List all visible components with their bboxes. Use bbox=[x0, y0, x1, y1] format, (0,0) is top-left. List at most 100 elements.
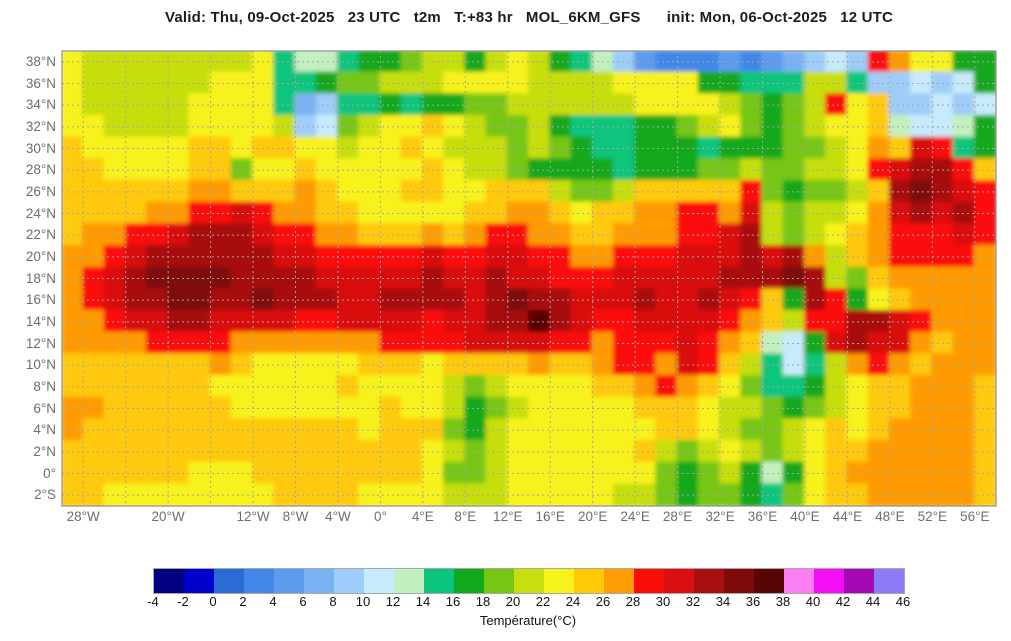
raster-cell bbox=[209, 483, 233, 506]
lat-tick-label: 12°N bbox=[25, 335, 56, 351]
raster-cell bbox=[634, 266, 658, 291]
raster-cell bbox=[719, 288, 743, 312]
lon-tick-label: 40°E bbox=[790, 509, 820, 524]
raster-cell bbox=[464, 93, 488, 117]
raster-cell bbox=[379, 245, 403, 269]
raster-cell bbox=[740, 288, 764, 312]
colorbar-tick-label: 44 bbox=[865, 594, 881, 609]
raster-cell bbox=[973, 331, 996, 356]
raster-cell bbox=[337, 483, 361, 506]
raster-cell bbox=[612, 158, 637, 182]
raster-cell bbox=[294, 93, 318, 117]
raster-cell bbox=[124, 375, 148, 399]
raster-cell bbox=[209, 375, 233, 399]
lat-tick-label: 0° bbox=[43, 465, 56, 481]
colorbar-tick-label: 10 bbox=[355, 594, 371, 609]
raster-cell bbox=[634, 440, 658, 464]
raster-cell bbox=[910, 245, 934, 269]
map-gridlines bbox=[62, 51, 996, 506]
raster-cell bbox=[782, 223, 806, 247]
colorbar-cell bbox=[154, 569, 184, 593]
raster-cell bbox=[740, 483, 764, 506]
lon-tick-label: 12°W bbox=[236, 509, 270, 524]
raster-cell bbox=[825, 180, 849, 204]
raster-cell bbox=[294, 223, 318, 247]
raster-cell bbox=[888, 310, 913, 334]
raster-cell bbox=[782, 201, 806, 226]
raster-cell bbox=[379, 115, 403, 139]
raster-cell bbox=[570, 483, 594, 506]
colorbar-cell bbox=[304, 569, 334, 593]
raster-cell bbox=[188, 310, 212, 334]
raster-cell bbox=[867, 461, 891, 486]
raster-cell bbox=[209, 51, 233, 74]
raster-cell bbox=[209, 201, 233, 226]
raster-cell bbox=[549, 245, 573, 269]
raster-cell bbox=[528, 461, 552, 486]
raster-cell bbox=[612, 245, 637, 269]
raster-cell bbox=[634, 310, 658, 334]
raster-cell bbox=[782, 180, 806, 204]
raster-cell bbox=[697, 483, 721, 506]
colorbar-tick-label: 14 bbox=[415, 594, 431, 609]
raster-cell bbox=[973, 136, 996, 161]
raster-cell bbox=[612, 375, 637, 399]
raster-cell bbox=[634, 223, 658, 247]
raster-cell bbox=[443, 93, 467, 117]
raster-cell bbox=[804, 288, 828, 312]
raster-cell bbox=[804, 375, 828, 399]
raster-cell bbox=[952, 396, 976, 421]
raster-cell bbox=[294, 396, 318, 421]
raster-cell bbox=[358, 396, 382, 421]
raster-cell bbox=[952, 375, 976, 399]
raster-cell bbox=[931, 51, 955, 74]
raster-cell bbox=[740, 310, 764, 334]
raster-cell bbox=[103, 51, 127, 74]
raster-cell bbox=[443, 331, 467, 356]
raster-cell bbox=[103, 461, 127, 486]
colorbar-cell bbox=[874, 569, 904, 593]
raster-cell bbox=[867, 201, 891, 226]
raster-cell bbox=[740, 396, 764, 421]
lon-tick-label: 8°E bbox=[454, 509, 477, 524]
raster-cell bbox=[888, 93, 913, 117]
raster-cell bbox=[634, 51, 658, 74]
lon-tick-label: 0° bbox=[373, 509, 387, 524]
raster-cell bbox=[634, 375, 658, 399]
raster-cell bbox=[549, 180, 573, 204]
raster-cell bbox=[825, 375, 849, 399]
raster-cell bbox=[825, 266, 849, 291]
raster-cell bbox=[825, 115, 849, 139]
raster-cell bbox=[804, 71, 828, 96]
raster-cell bbox=[719, 71, 743, 96]
lon-tick-label: 48°E bbox=[875, 509, 905, 524]
raster-cell bbox=[634, 483, 658, 506]
raster-cell bbox=[655, 483, 679, 506]
raster-cell bbox=[209, 93, 233, 117]
raster-cell bbox=[612, 201, 637, 226]
colorbar-cell bbox=[604, 569, 634, 593]
raster-cell bbox=[528, 93, 552, 117]
raster-cell bbox=[464, 461, 488, 486]
raster-cell bbox=[910, 353, 934, 377]
raster-cell bbox=[82, 51, 106, 74]
raster-cell bbox=[697, 331, 721, 356]
raster-cell bbox=[612, 93, 637, 117]
raster-cell bbox=[867, 180, 891, 204]
lat-tick-label: 38°N bbox=[25, 53, 56, 69]
raster-cell bbox=[443, 51, 467, 74]
raster-cell bbox=[124, 266, 148, 291]
raster-cell bbox=[294, 115, 318, 139]
raster-cell bbox=[782, 461, 806, 486]
raster-cell bbox=[294, 331, 318, 356]
raster-cell bbox=[443, 353, 467, 377]
raster-cell bbox=[676, 51, 700, 74]
raster-cell bbox=[443, 136, 467, 161]
raster-cell bbox=[867, 288, 891, 312]
colorbar-tick-label: 2 bbox=[239, 594, 247, 609]
raster-cell bbox=[230, 51, 254, 74]
raster-cell bbox=[888, 180, 913, 204]
raster-cell bbox=[612, 461, 637, 486]
raster-cell bbox=[103, 288, 127, 312]
raster-cell bbox=[740, 71, 764, 96]
